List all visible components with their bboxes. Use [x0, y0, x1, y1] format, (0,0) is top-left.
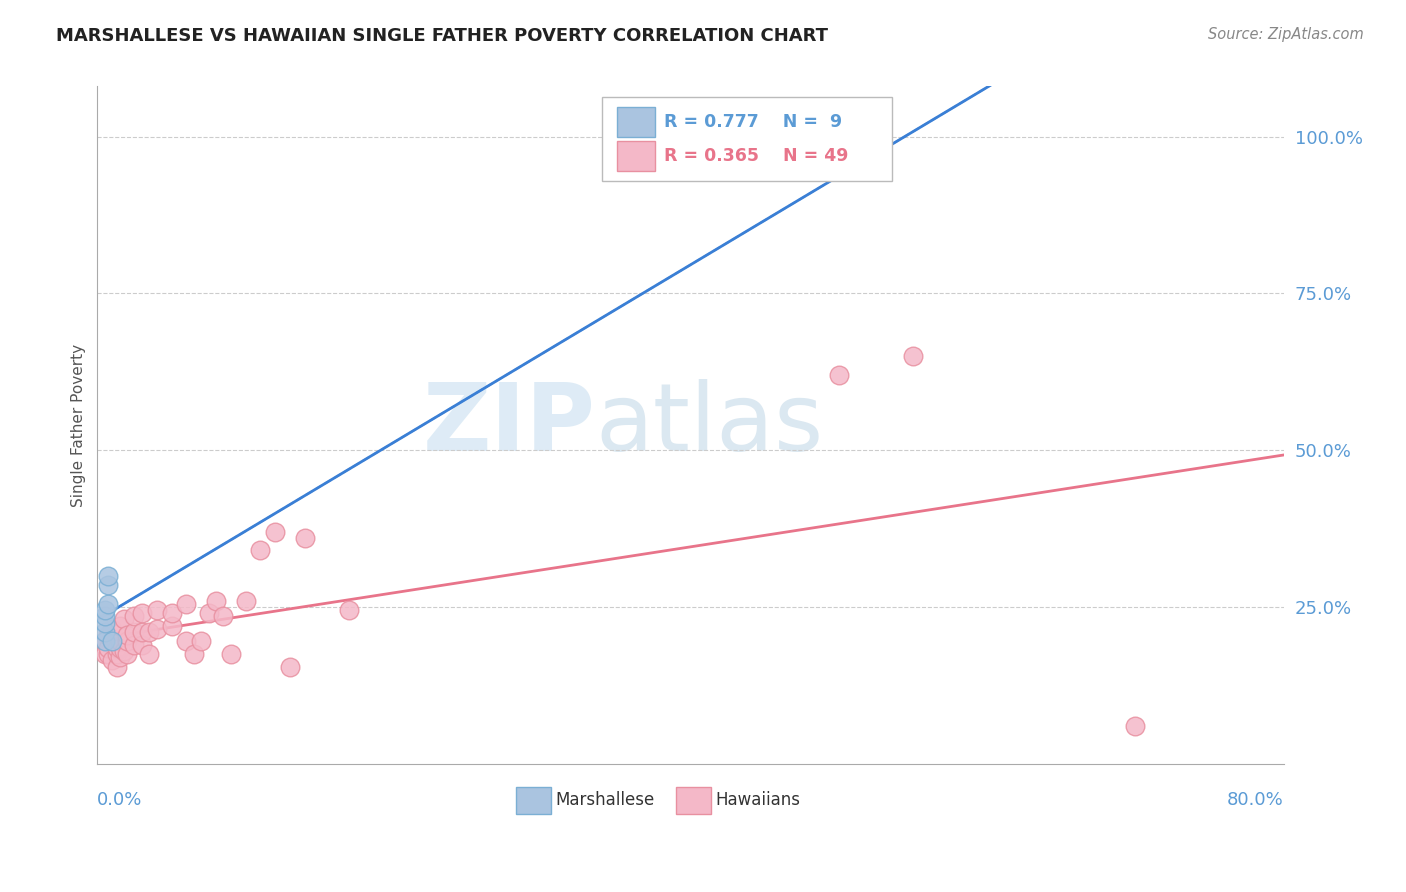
Text: atlas: atlas	[596, 379, 824, 471]
Point	[138, 647, 160, 661]
Point	[94, 634, 117, 648]
Point	[145, 622, 167, 636]
Text: Marshallese: Marshallese	[555, 791, 655, 809]
Point	[339, 603, 361, 617]
Point	[115, 647, 138, 661]
Y-axis label: Single Father Poverty: Single Father Poverty	[72, 343, 86, 507]
Point	[212, 609, 235, 624]
Text: ZIP: ZIP	[423, 379, 596, 471]
Point	[94, 625, 117, 640]
Point	[197, 606, 219, 620]
Text: Source: ZipAtlas.com: Source: ZipAtlas.com	[1208, 27, 1364, 42]
Point	[249, 543, 271, 558]
Point	[115, 628, 138, 642]
FancyBboxPatch shape	[617, 107, 655, 137]
Point	[264, 524, 287, 539]
Point	[235, 593, 257, 607]
Point	[278, 659, 301, 673]
Point	[294, 531, 316, 545]
Point	[101, 634, 124, 648]
Point	[124, 625, 146, 640]
Point	[97, 647, 120, 661]
Point	[219, 647, 242, 661]
Text: Hawaiians: Hawaiians	[716, 791, 800, 809]
Point	[94, 603, 117, 617]
Point	[97, 640, 120, 655]
FancyBboxPatch shape	[516, 788, 551, 814]
Point	[97, 568, 120, 582]
Point	[101, 634, 124, 648]
Point	[105, 640, 128, 655]
Point	[108, 650, 131, 665]
Point	[205, 593, 228, 607]
FancyBboxPatch shape	[676, 788, 710, 814]
Point	[112, 612, 135, 626]
Point	[105, 647, 128, 661]
Point	[828, 368, 851, 382]
Text: R = 0.365    N = 49: R = 0.365 N = 49	[665, 147, 849, 165]
Point	[190, 634, 212, 648]
Point	[101, 653, 124, 667]
Point	[145, 603, 167, 617]
Text: 0.0%: 0.0%	[97, 791, 143, 809]
Point	[176, 597, 198, 611]
Text: 80.0%: 80.0%	[1227, 791, 1284, 809]
Text: MARSHALLESE VS HAWAIIAN SINGLE FATHER POVERTY CORRELATION CHART: MARSHALLESE VS HAWAIIAN SINGLE FATHER PO…	[56, 27, 828, 45]
Point	[131, 625, 153, 640]
Point	[108, 619, 131, 633]
Point	[901, 349, 924, 363]
Point	[131, 638, 153, 652]
FancyBboxPatch shape	[602, 96, 893, 181]
Point	[115, 634, 138, 648]
Point	[124, 638, 146, 652]
Point	[101, 622, 124, 636]
Point	[1125, 719, 1147, 733]
Point	[183, 647, 205, 661]
Point	[131, 606, 153, 620]
Point	[97, 628, 120, 642]
Point	[160, 619, 183, 633]
Point	[94, 609, 117, 624]
Point	[160, 606, 183, 620]
Point	[124, 609, 146, 624]
Point	[94, 647, 117, 661]
Point	[138, 625, 160, 640]
Point	[94, 615, 117, 630]
Point	[108, 634, 131, 648]
Point	[176, 634, 198, 648]
Point	[112, 644, 135, 658]
Point	[97, 578, 120, 592]
Text: R = 0.777    N =  9: R = 0.777 N = 9	[665, 113, 842, 131]
Point	[108, 640, 131, 655]
FancyBboxPatch shape	[617, 141, 655, 171]
Point	[94, 634, 117, 648]
Point	[97, 597, 120, 611]
Point	[105, 659, 128, 673]
